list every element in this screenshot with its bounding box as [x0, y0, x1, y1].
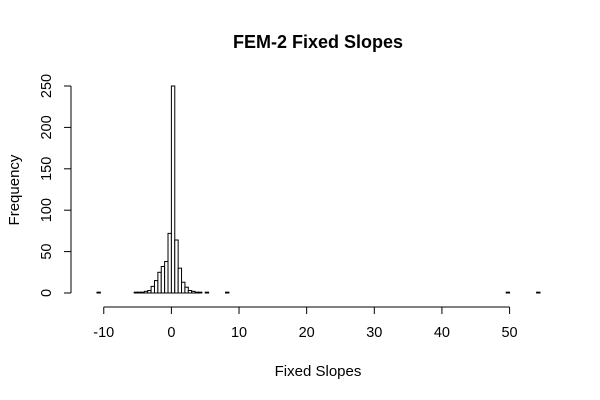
histogram-bar: [140, 291, 145, 294]
x-tick-label: 10: [231, 325, 247, 341]
histogram-bar: [204, 291, 210, 294]
y-tick-label: 250: [39, 74, 55, 98]
x-axis-label: Fixed Slopes: [275, 363, 362, 380]
histogram-bar: [137, 291, 142, 294]
histogram-bar: [133, 291, 139, 294]
histogram-bar: [143, 290, 149, 294]
y-tick-label: 0: [39, 289, 55, 297]
chart-title: FEM-2 Fixed Slopes: [233, 32, 403, 52]
histogram-bar: [505, 291, 511, 294]
x-tick-label: 20: [299, 325, 315, 341]
y-tick-label: 200: [39, 115, 55, 139]
histogram-bar: [150, 285, 155, 294]
histogram-bar: [187, 290, 193, 294]
histogram-bar: [96, 291, 101, 294]
histogram-bar: [536, 291, 541, 294]
histogram-bar: [177, 267, 183, 294]
histogram-bar: [194, 291, 199, 294]
histogram-bar: [147, 290, 152, 294]
histogram-bar: [170, 85, 176, 294]
histogram-bar: [191, 290, 196, 294]
histogram-bar: [167, 232, 172, 294]
histogram-bar: [157, 271, 162, 294]
y-axis-label: Frequency: [6, 154, 23, 225]
x-tick-label: 0: [167, 325, 175, 341]
histogram-bar: [160, 266, 166, 294]
y-tick-label: 100: [39, 198, 55, 222]
histogram-bar: [153, 280, 159, 294]
histogram-bar: [174, 239, 179, 294]
x-tick-label: 50: [501, 325, 517, 341]
x-tick-label: 30: [366, 325, 382, 341]
y-tick-label: 150: [39, 157, 55, 181]
histogram-bar: [197, 291, 203, 294]
histogram-bar: [164, 261, 169, 294]
x-tick-label: 40: [434, 325, 450, 341]
histogram-bar: [184, 286, 189, 294]
histogram-bar: [225, 291, 230, 294]
y-tick-label: 50: [39, 244, 55, 260]
x-tick-label: -10: [93, 325, 114, 341]
histogram-bar: [181, 281, 186, 294]
x-axis: -10 0 10 20 30 40 50: [93, 306, 518, 341]
histogram-bars: [96, 85, 541, 294]
y-axis: 0 50 100 150 200 250: [39, 74, 72, 297]
